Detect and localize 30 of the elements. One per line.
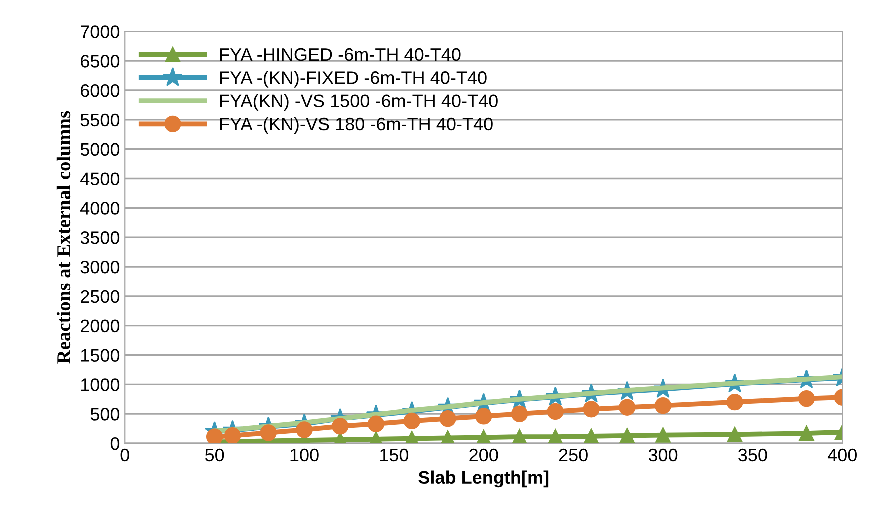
y-tick-label: 5000 (80, 143, 120, 156)
y-tick-label: 4500 (80, 172, 120, 186)
y-tick-label: 3000 (80, 260, 120, 274)
legend-label: FYA -(KN)-FIXED -6m-TH 40-T40 (220, 71, 487, 88)
y-tick-label: 1500 (81, 349, 120, 362)
legend-label: FYA(KN) -VS 1500 -6m-TH 40-T40 (220, 94, 498, 112)
legend-label: FYA -HINGED -6m-TH 40-T40 (220, 48, 461, 62)
x-tick-label: 150 (380, 448, 409, 462)
y-tick-label: 3500 (80, 232, 120, 244)
y-tick-label: 7000 (81, 26, 120, 38)
y-tick-label: 6500 (81, 55, 120, 68)
y-tick-label: 4000 (80, 202, 120, 215)
x-tick-label: 100 (290, 448, 319, 462)
x-tick-label: 50 (205, 448, 224, 462)
y-tick-label: 2000 (81, 320, 120, 333)
x-axis-title: Slab Length[m] (418, 470, 549, 488)
x-tick-label: 250 (559, 448, 588, 462)
x-tick-label: 300 (648, 448, 678, 462)
y-tick-label: 1000 (81, 378, 120, 392)
y-tick-label: 2500 (81, 290, 120, 304)
y-tick-label: 500 (90, 408, 120, 421)
y-tick-label: 5500 (80, 114, 120, 127)
x-tick-label: 200 (470, 448, 498, 462)
x-tick-label: 0 (120, 448, 130, 462)
y-axis-title: Reactions at External columns (56, 111, 71, 364)
legend-label: FYA -(KN)-VS 180 -6m-TH 40-T40 (220, 117, 493, 134)
x-tick-label: 350 (738, 448, 768, 462)
x-tick-label: 400 (828, 448, 857, 462)
y-tick-label: 0 (110, 437, 120, 450)
y-tick-label: 6000 (81, 84, 120, 98)
